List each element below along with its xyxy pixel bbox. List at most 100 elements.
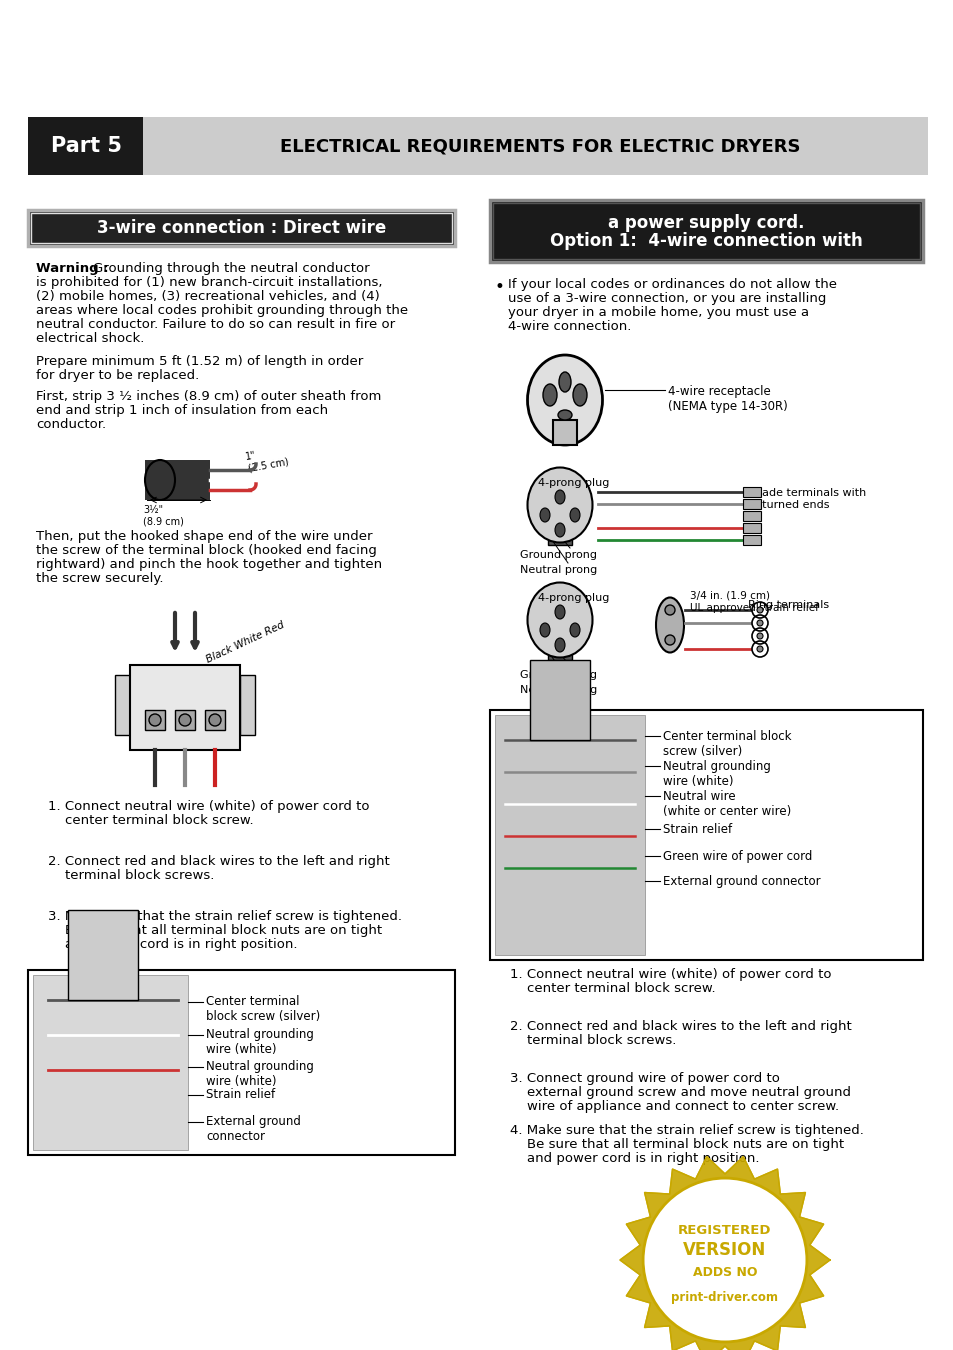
Text: ELECTRICAL REQUIREMENTS FOR ELECTRIC DRYERS: ELECTRICAL REQUIREMENTS FOR ELECTRIC DRY… [279,136,800,155]
Text: VERSION: VERSION [682,1241,766,1260]
Text: REGISTERED: REGISTERED [678,1223,771,1237]
Circle shape [757,647,762,652]
Text: areas where local codes prohibit grounding through the: areas where local codes prohibit groundi… [36,304,408,317]
Ellipse shape [555,639,564,652]
Text: use of a 3-wire connection, or you are installing: use of a 3-wire connection, or you are i… [507,292,825,305]
Bar [115,675,130,734]
Text: Strain relief: Strain relief [206,1088,274,1102]
Ellipse shape [555,490,564,504]
Text: Ground prong: Ground prong [519,670,597,680]
Bar [742,522,760,533]
Ellipse shape [527,355,602,446]
Bar [174,710,194,730]
Circle shape [664,605,675,616]
Bar [742,500,760,509]
Text: First, strip 3 ½ inches (8.9 cm) of outer sheath from: First, strip 3 ½ inches (8.9 cm) of oute… [36,390,381,404]
Bar [742,512,760,521]
Text: external ground screw and move neutral ground: external ground screw and move neutral g… [510,1085,850,1099]
Text: 3. Connect ground wire of power cord to: 3. Connect ground wire of power cord to [510,1072,779,1085]
Ellipse shape [573,383,586,406]
Text: Center terminal block
screw (silver): Center terminal block screw (silver) [662,730,791,757]
Bar [68,910,138,1000]
Circle shape [664,634,675,645]
Text: 4-wire receptacle
(NEMA type 14-30R): 4-wire receptacle (NEMA type 14-30R) [667,385,787,413]
Text: Center terminal
block screw (silver): Center terminal block screw (silver) [206,995,320,1023]
Ellipse shape [569,508,579,522]
Circle shape [757,608,762,613]
Text: Ring terminals: Ring terminals [747,599,828,610]
Text: center terminal block screw.: center terminal block screw. [48,814,253,828]
Text: Grounding through the neutral conductor: Grounding through the neutral conductor [92,262,369,275]
Ellipse shape [558,373,571,391]
Text: Neutral prong: Neutral prong [519,684,597,695]
Text: Be sure that all terminal block nuts are on tight: Be sure that all terminal block nuts are… [48,923,382,937]
Ellipse shape [569,622,579,637]
Bar [28,117,143,176]
Ellipse shape [656,598,683,652]
Ellipse shape [145,460,174,500]
Text: External ground
connector: External ground connector [206,1115,300,1143]
Text: 4-wire connection.: 4-wire connection. [507,320,631,333]
Text: 4. Make sure that the strain relief screw is tightened.: 4. Make sure that the strain relief scre… [510,1125,863,1137]
Text: Ground prong: Ground prong [519,549,597,560]
Bar [30,213,452,243]
Circle shape [209,714,221,726]
Text: (2) mobile homes, (3) recreational vehicles, and (4): (2) mobile homes, (3) recreational vehic… [36,290,379,302]
Circle shape [149,714,161,726]
Ellipse shape [555,605,564,620]
Ellipse shape [527,467,592,543]
Bar [553,420,577,446]
Text: 2. Connect red and black wires to the left and right: 2. Connect red and black wires to the le… [510,1021,851,1033]
Text: Green wire of power cord: Green wire of power cord [662,850,812,863]
Text: Strain relief: Strain relief [662,824,731,836]
Text: Neutral wire
(white or center wire): Neutral wire (white or center wire) [662,790,790,818]
Bar [28,117,927,176]
Text: electrical shock.: electrical shock. [36,332,144,346]
Text: 3-wire connection : Direct wire: 3-wire connection : Direct wire [97,219,386,238]
Ellipse shape [558,410,572,420]
Circle shape [757,620,762,626]
Text: end and strip 1 inch of insulation from each: end and strip 1 inch of insulation from … [36,404,328,417]
Text: Warning :: Warning : [36,262,113,275]
Text: 3/4 in. (1.9 cm)
UL approved strain relief: 3/4 in. (1.9 cm) UL approved strain reli… [689,591,818,613]
Bar [742,487,760,497]
Bar [33,975,188,1150]
Text: a power supply cord.: a power supply cord. [608,215,804,232]
Text: Option 1:  4-wire connection with: Option 1: 4-wire connection with [550,232,862,250]
Text: wire of appliance and connect to center screw.: wire of appliance and connect to center … [510,1100,839,1112]
Text: Then, put the hooked shape end of the wire under: Then, put the hooked shape end of the wi… [36,531,372,543]
Text: is prohibited for (1) new branch-circuit installations,: is prohibited for (1) new branch-circuit… [36,275,382,289]
Text: print-driver.com: print-driver.com [671,1292,778,1304]
Text: neutral conductor. Failure to do so can result in fire or: neutral conductor. Failure to do so can … [36,319,395,331]
Ellipse shape [539,508,550,522]
Text: 4-prong plug: 4-prong plug [537,478,609,487]
Bar [160,460,210,500]
Text: External ground connector: External ground connector [662,875,820,888]
Ellipse shape [542,383,557,406]
Circle shape [642,1179,806,1342]
Text: Neutral prong: Neutral prong [519,566,597,575]
Text: for dryer to be replaced.: for dryer to be replaced. [36,369,199,382]
Text: and power cord is in right position.: and power cord is in right position. [48,938,297,950]
Bar [742,535,760,545]
Bar [145,710,165,730]
Polygon shape [619,1157,829,1350]
Text: and power cord is in right position.: and power cord is in right position. [510,1152,759,1165]
Text: center terminal block screw.: center terminal block screw. [510,981,715,995]
Text: 4-prong plug: 4-prong plug [537,593,609,603]
Text: Neutral grounding
wire (white): Neutral grounding wire (white) [662,760,770,788]
Bar [240,675,254,734]
Bar [205,710,225,730]
Text: 1. Connect neutral wire (white) of power cord to: 1. Connect neutral wire (white) of power… [510,968,831,981]
Text: terminal block screws.: terminal block screws. [48,869,214,882]
Text: •: • [495,278,504,296]
Bar [28,971,455,1156]
Bar [490,710,923,960]
Text: 3½"
(8.9 cm): 3½" (8.9 cm) [143,505,184,526]
Ellipse shape [555,522,564,537]
Text: conductor.: conductor. [36,418,106,431]
Bar [493,202,919,259]
Circle shape [179,714,191,726]
Text: 2. Connect red and black wires to the left and right: 2. Connect red and black wires to the le… [48,855,390,868]
Text: ADDS NO: ADDS NO [692,1265,757,1278]
